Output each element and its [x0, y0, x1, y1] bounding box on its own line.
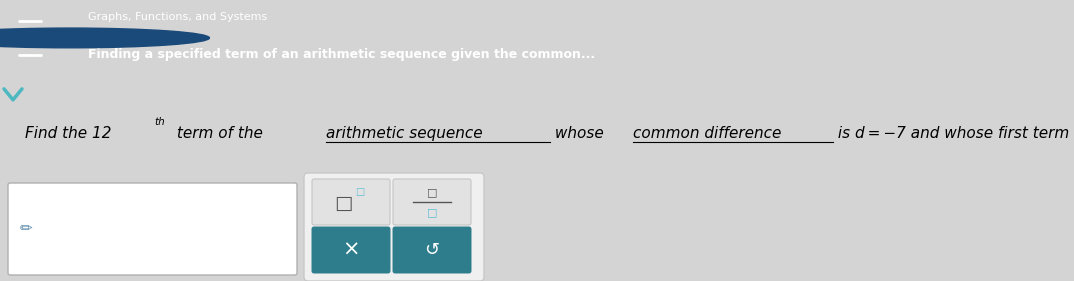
- FancyBboxPatch shape: [393, 179, 471, 225]
- FancyBboxPatch shape: [313, 179, 390, 225]
- Text: Finding a specified term of an arithmetic sequence given the common...: Finding a specified term of an arithmeti…: [88, 48, 595, 61]
- Circle shape: [0, 28, 209, 48]
- Text: □: □: [355, 187, 365, 196]
- Text: □: □: [334, 194, 352, 213]
- Text: Find the 12: Find the 12: [25, 126, 112, 141]
- Text: Graphs, Functions, and Systems: Graphs, Functions, and Systems: [88, 12, 267, 22]
- Text: term of the: term of the: [173, 126, 268, 141]
- Text: ✏: ✏: [20, 221, 32, 237]
- Text: arithmetic sequence: arithmetic sequence: [325, 126, 482, 141]
- Text: ↺: ↺: [424, 241, 439, 259]
- Text: □: □: [426, 207, 437, 217]
- FancyBboxPatch shape: [393, 227, 471, 273]
- FancyBboxPatch shape: [8, 183, 297, 275]
- Text: common difference: common difference: [633, 126, 781, 141]
- Text: th: th: [155, 117, 165, 127]
- FancyBboxPatch shape: [304, 173, 484, 281]
- Text: whose: whose: [550, 126, 609, 141]
- Text: ×: ×: [343, 240, 360, 260]
- FancyBboxPatch shape: [313, 227, 390, 273]
- Text: □: □: [426, 187, 437, 197]
- Text: is d = −7 and whose first term is: is d = −7 and whose first term is: [833, 126, 1074, 141]
